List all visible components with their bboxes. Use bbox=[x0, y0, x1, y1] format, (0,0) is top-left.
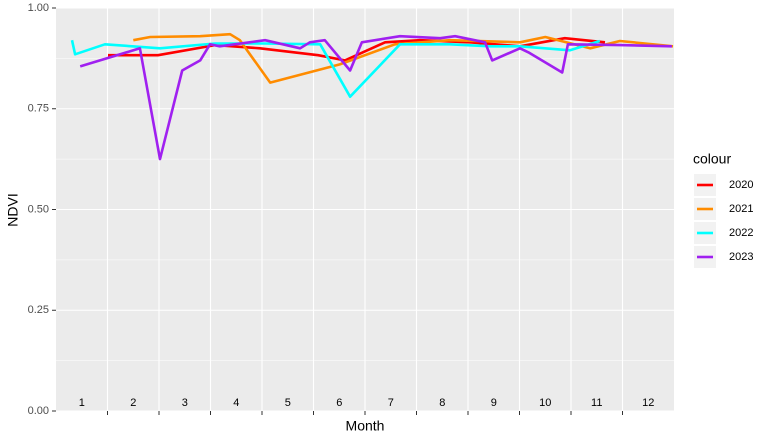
legend-title: colour bbox=[693, 151, 731, 167]
month-label: 4 bbox=[233, 397, 239, 409]
month-label: 6 bbox=[336, 397, 342, 409]
y-tick-label: 0.50 bbox=[28, 203, 49, 215]
y-tick-label: 0.75 bbox=[28, 103, 49, 115]
y-axis-title: NDVI bbox=[5, 193, 21, 226]
month-label: 1 bbox=[79, 397, 85, 409]
month-label: 12 bbox=[642, 397, 654, 409]
series-line bbox=[108, 36, 606, 62]
legend-label: 2023 bbox=[729, 251, 753, 263]
legend-label: 2020 bbox=[729, 179, 753, 191]
month-label: 8 bbox=[439, 397, 445, 409]
series-line bbox=[70, 39, 601, 98]
y-tick-label: 1.00 bbox=[28, 2, 49, 14]
x-axis-title: Month bbox=[346, 418, 385, 434]
y-tick-label: 0.25 bbox=[28, 304, 49, 316]
month-label: 10 bbox=[539, 397, 551, 409]
month-label: 5 bbox=[285, 397, 291, 409]
month-label: 3 bbox=[182, 397, 188, 409]
legend-label: 2022 bbox=[729, 227, 753, 239]
month-label: 9 bbox=[491, 397, 497, 409]
month-label: 11 bbox=[591, 397, 602, 409]
y-tick-label: 0.00 bbox=[28, 405, 49, 417]
series-line bbox=[79, 34, 672, 161]
month-label: 2 bbox=[130, 397, 136, 409]
legend-label: 2021 bbox=[729, 203, 753, 215]
month-label: 7 bbox=[388, 397, 394, 409]
